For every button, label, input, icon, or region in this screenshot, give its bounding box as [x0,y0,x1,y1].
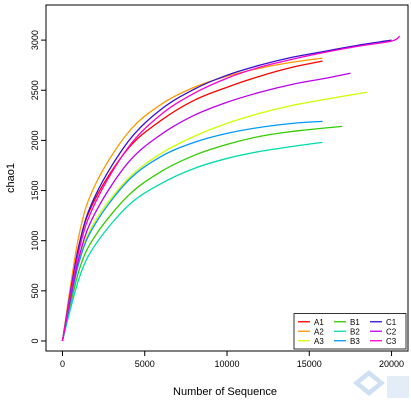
x-tick-label: 5000 [135,359,155,369]
legend-label-b2: B2 [350,327,360,336]
series-line-a2 [61,57,323,342]
legend-label-a2: A2 [314,327,324,336]
series-layer [61,35,401,342]
legend-label-b3: B3 [350,337,360,346]
plot-frame [45,4,409,352]
legend-label-a1: A1 [314,318,324,327]
series-line-b3 [61,120,323,342]
y-axis: 0 500 1000 1500 2000 2500 3000 [30,30,47,343]
y-tick-label: 2000 [30,130,40,150]
watermark-logo-icon [353,370,409,398]
x-tick-label: 20000 [379,359,404,369]
legend-label-a3: A3 [314,337,324,346]
legend-label-c1: C1 [386,318,397,327]
y-axis-title: chao1 [5,163,17,193]
legend-label-c3: C3 [386,337,397,346]
x-axis-title: Number of Sequence [173,386,277,398]
y-tick-label: 3000 [30,30,40,50]
x-tick-label: 10000 [214,359,239,369]
series-line-b1 [61,125,343,342]
legend-box [293,313,407,350]
x-tick-label: 15000 [297,359,322,369]
y-tick-label: 500 [30,283,40,298]
legend-label-b1: B1 [350,318,360,327]
series-line-c2 [61,72,351,342]
y-tick-label: 1500 [30,181,40,201]
x-axis: 0 5000 10000 15000 20000 [60,350,404,369]
x-tick-label: 0 [60,359,65,369]
series-line-c3 [61,35,401,342]
y-tick-label: 0 [30,338,40,343]
legend-label-c2: C2 [386,327,397,336]
series-line-c1 [61,39,392,342]
series-line-b2 [61,141,323,342]
y-tick-label: 1000 [30,231,40,251]
series-line-a3 [61,91,367,342]
y-tick-label: 2500 [30,80,40,100]
